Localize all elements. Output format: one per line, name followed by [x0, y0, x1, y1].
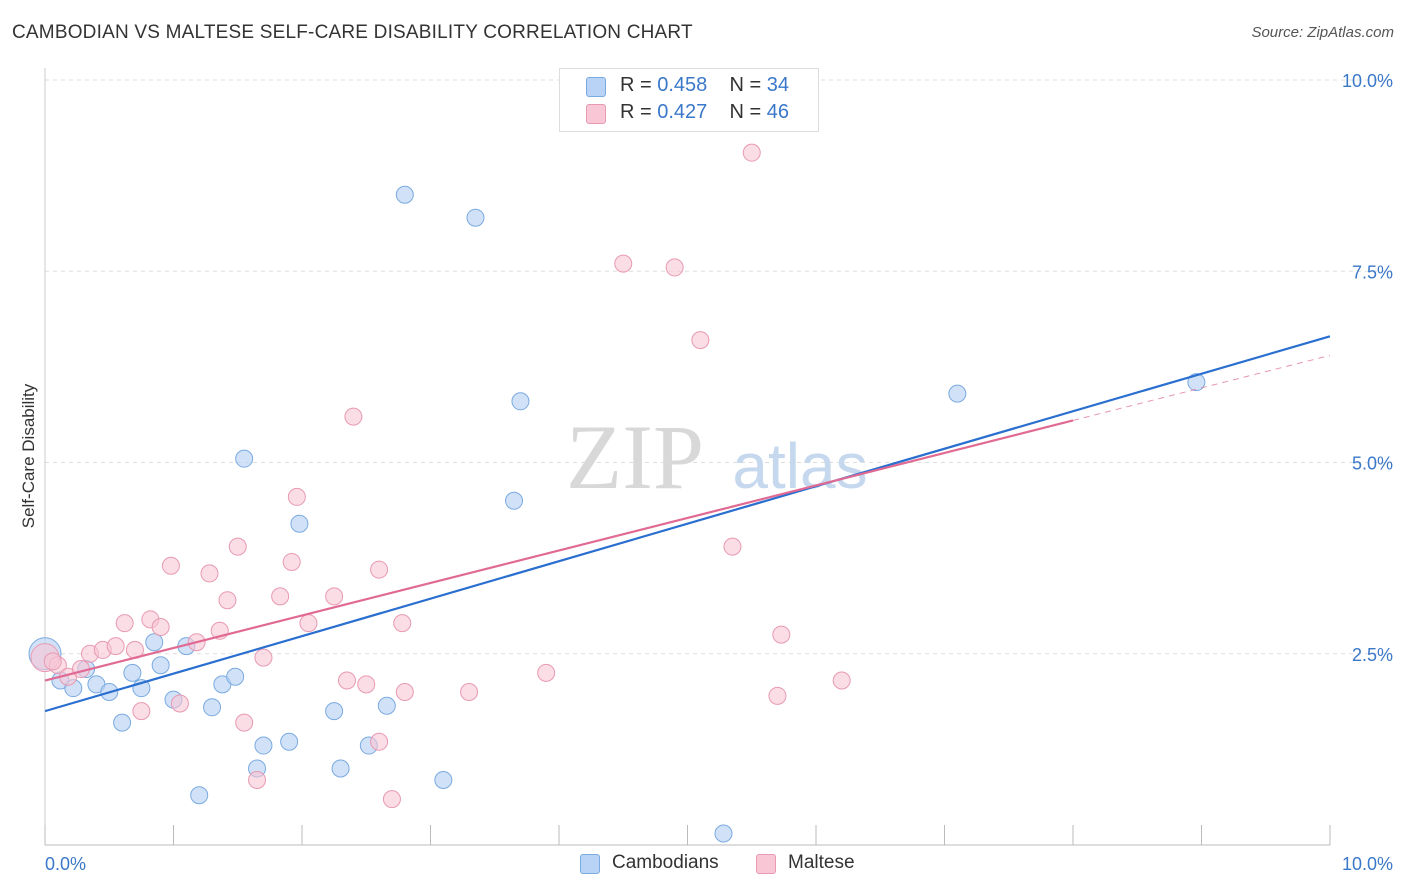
data-point-cambodians	[123, 663, 142, 682]
legend-swatch-pink	[586, 104, 606, 124]
trend-line-maltese	[44, 419, 1074, 682]
data-point-cambodians	[290, 514, 309, 533]
y-tick-label: 7.5%	[1352, 262, 1393, 282]
data-point-maltese	[357, 675, 376, 694]
data-point-maltese	[691, 331, 710, 350]
data-point-maltese	[151, 617, 170, 636]
bottom-legend-swatch-blue	[580, 854, 600, 874]
data-point-maltese	[395, 683, 414, 701]
legend-n-value: 46	[766, 101, 790, 123]
data-point-maltese	[393, 614, 412, 633]
data-point-maltese	[723, 537, 742, 556]
x-tick-label: 10.0%	[1342, 854, 1393, 874]
data-point-maltese	[161, 556, 180, 575]
data-point-maltese	[337, 671, 356, 690]
legend-swatch-blue	[586, 77, 606, 97]
legend: R = 0.458 N = 34 R = 0.427 N = 46	[559, 68, 819, 132]
data-point-maltese	[282, 552, 301, 571]
bottom-legend-swatch-pink	[756, 854, 776, 874]
legend-r-value: 0.427	[657, 101, 708, 123]
data-point-cambodians	[1187, 373, 1206, 392]
data-point-cambodians	[377, 696, 396, 715]
data-point-maltese	[287, 487, 306, 506]
data-point-maltese	[170, 694, 189, 713]
data-point-maltese	[370, 732, 389, 751]
trend-lines	[44, 335, 1331, 713]
data-point-cambodians	[395, 185, 414, 204]
data-point-cambodians	[280, 732, 299, 751]
watermark-zip: ZIP	[566, 406, 704, 508]
data-point-maltese	[460, 683, 479, 701]
data-point-maltese	[235, 713, 254, 732]
bottom-legend-label: Cambodians	[612, 852, 719, 873]
data-point-cambodians	[331, 759, 350, 778]
legend-n-value: 34	[766, 74, 790, 96]
series-maltese-points	[30, 143, 851, 809]
y-tick-label: 5.0%	[1352, 454, 1393, 474]
data-point-maltese	[200, 564, 219, 583]
source-label: Source: ZipAtlas.com	[1251, 24, 1394, 41]
data-point-maltese	[370, 560, 389, 579]
data-point-cambodians	[113, 713, 132, 732]
y-axis-label: Self-Care Disability	[19, 383, 38, 528]
legend-r-value: 0.458	[657, 74, 708, 96]
data-point-maltese	[344, 407, 363, 426]
data-point-maltese	[299, 614, 318, 633]
data-point-cambodians	[948, 384, 967, 403]
data-point-cambodians	[145, 633, 164, 652]
data-point-maltese	[325, 587, 344, 606]
legend-r-label: R =	[620, 74, 658, 96]
data-point-maltese	[768, 686, 787, 705]
axes	[44, 68, 1331, 846]
data-point-maltese	[132, 702, 151, 721]
data-point-maltese	[218, 591, 237, 610]
data-point-cambodians	[226, 667, 245, 686]
data-point-maltese	[665, 258, 684, 277]
data-point-maltese	[772, 625, 791, 644]
series-cambodians-points	[28, 185, 1206, 843]
chart-title: CAMBODIAN VS MALTESE SELF-CARE DISABILIT…	[12, 22, 693, 43]
data-point-cambodians	[190, 786, 209, 805]
watermark: ZIP atlas	[566, 406, 868, 508]
data-point-maltese	[248, 770, 267, 789]
data-point-cambodians	[511, 392, 530, 411]
data-point-maltese	[382, 790, 401, 809]
legend-n-label: N =	[729, 101, 767, 123]
data-point-cambodians	[325, 702, 344, 721]
data-point-cambodians	[434, 770, 453, 789]
data-point-cambodians	[235, 449, 254, 468]
data-point-cambodians	[466, 208, 485, 227]
data-point-maltese	[742, 143, 761, 162]
data-point-maltese	[228, 537, 247, 556]
data-point-maltese	[832, 671, 851, 690]
data-point-cambodians	[203, 698, 222, 717]
data-point-maltese	[614, 254, 633, 273]
x-tick-label: 0.0%	[45, 854, 86, 874]
tick-labels: 2.5% 5.0% 7.5% 10.0% 0.0% 10.0%	[45, 71, 1393, 874]
trend-line-maltese-extension	[1072, 354, 1331, 421]
y-tick-label: 10.0%	[1342, 71, 1393, 91]
legend-n-label: N =	[729, 74, 767, 96]
data-point-maltese	[43, 652, 62, 671]
trend-line-cambodians	[44, 335, 1331, 713]
data-point-cambodians	[254, 736, 273, 755]
data-point-maltese	[115, 614, 134, 633]
data-point-cambodians	[151, 656, 170, 675]
y-tick-label: 2.5%	[1352, 645, 1393, 665]
data-point-maltese	[106, 637, 125, 656]
legend-r-label: R =	[620, 101, 658, 123]
data-point-maltese	[537, 663, 556, 682]
data-point-cambodians	[505, 491, 524, 510]
bottom-legend-label: Maltese	[788, 852, 855, 873]
data-point-maltese	[254, 648, 273, 667]
data-point-maltese	[271, 587, 290, 606]
grid-lines	[45, 79, 1392, 655]
data-point-cambodians	[714, 824, 733, 843]
